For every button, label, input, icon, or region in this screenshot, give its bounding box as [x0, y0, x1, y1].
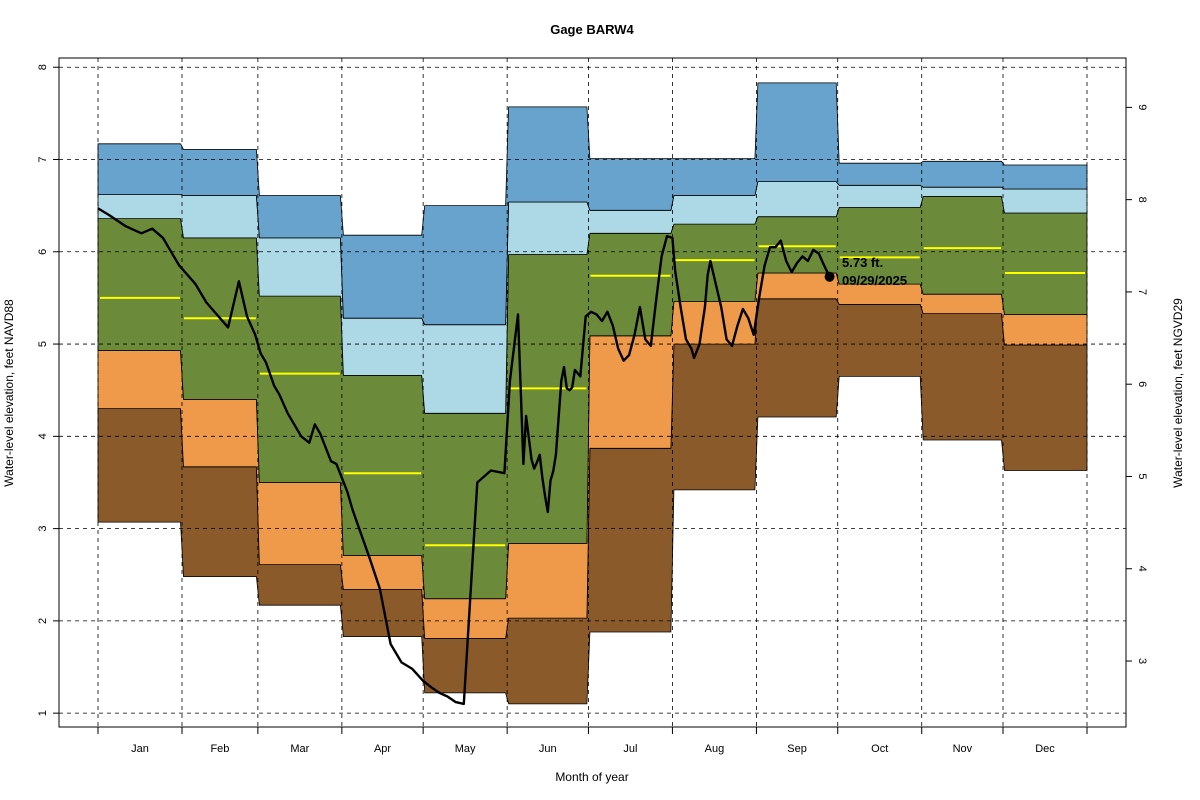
y-tick-label-8: 8 [37, 64, 49, 70]
latest-point-marker [824, 271, 835, 282]
y2-tick-label-8: 8 [1136, 197, 1148, 203]
x-tick-label-nov: Nov [953, 743, 973, 755]
y2-tick-label-3: 3 [1136, 658, 1148, 664]
x-tick-label-mar: Mar [290, 743, 309, 755]
daily-series [97, 207, 835, 706]
x-tick-label-jun: Jun [539, 743, 557, 755]
axes: Jan Feb Mar Apr May Jun Jul Aug Sep Oct Nov Dec 1 2 3 4… [37, 57, 1148, 755]
y-tick-label-5: 5 [37, 341, 49, 347]
y2-axis-label: Water-level elevation, feet NGVD29 [1171, 298, 1185, 488]
median-lines [100, 245, 1085, 547]
y-tick-label-3: 3 [37, 526, 49, 532]
x-tick-label-feb: Feb [210, 743, 229, 755]
chart-title: Gage BARW4 [550, 22, 634, 37]
x-tick-label-jul: Jul [623, 743, 637, 755]
x-tick-label-aug: Aug [705, 743, 725, 755]
percentile-bands [97, 82, 1088, 705]
x-tick-label-dec: Dec [1035, 743, 1055, 755]
y2-tick-label-9: 9 [1136, 104, 1148, 110]
x-tick-label-sep: Sep [787, 743, 807, 755]
y-tick-label-4: 4 [37, 433, 49, 439]
y2-tick-label-5: 5 [1136, 473, 1148, 479]
y-tick-label-1: 1 [37, 710, 49, 716]
x-tick-label-jan: Jan [131, 743, 149, 755]
y2-tick-label-6: 6 [1136, 381, 1148, 387]
gridlines [59, 58, 1126, 727]
plot-frame [58, 57, 1127, 728]
x-axis-label: Month of year [555, 770, 628, 784]
x-tick-label-oct: Oct [871, 743, 888, 755]
x-tick-label-apr: Apr [374, 743, 391, 755]
latest-date-label: 09/29/2025 [842, 273, 907, 288]
y-tick-label-7: 7 [37, 156, 49, 162]
y-tick-label-6: 6 [37, 249, 49, 255]
y2-tick-label-7: 7 [1136, 289, 1148, 295]
y-axis-label: Water-level elevation, feet NAVD88 [2, 299, 16, 487]
x-tick-label-may: May [455, 743, 476, 755]
daily-water-level-line [97, 207, 831, 706]
latest-value-label: 5.73 ft. [842, 255, 883, 270]
y2-tick-label-4: 4 [1136, 566, 1148, 572]
y-tick-label-2: 2 [37, 618, 49, 624]
